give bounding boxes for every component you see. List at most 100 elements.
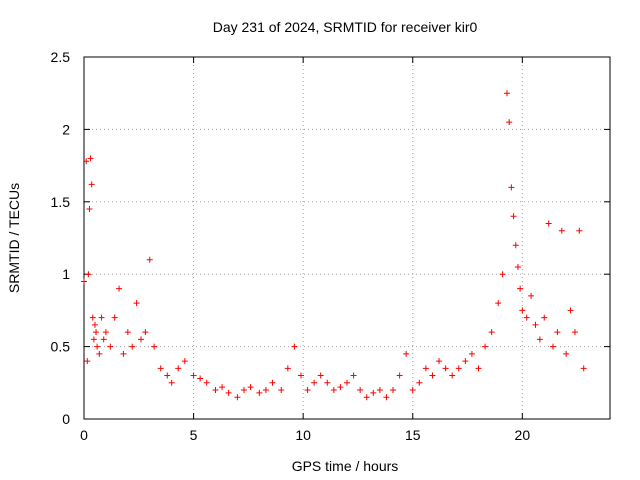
y-tick-label: 2	[62, 121, 70, 137]
data-point	[506, 119, 513, 126]
data-point	[107, 343, 114, 350]
data-point	[324, 379, 331, 386]
data-point	[545, 220, 552, 227]
x-tick-label: 0	[80, 427, 88, 443]
data-point	[85, 271, 92, 278]
data-point	[455, 365, 462, 372]
data-point	[357, 387, 364, 394]
data-point	[219, 384, 226, 391]
y-tick-label: 0.5	[51, 339, 71, 355]
data-point	[129, 343, 136, 350]
data-point	[550, 343, 557, 350]
data-point	[225, 389, 232, 396]
data-point	[580, 365, 587, 372]
data-point	[84, 358, 91, 365]
data-point	[88, 181, 95, 188]
data-point	[297, 372, 304, 379]
data-point	[363, 394, 370, 401]
y-tick-label: 2.5	[51, 49, 71, 65]
data-point	[151, 343, 158, 350]
data-point	[517, 285, 524, 292]
data-point	[495, 300, 502, 307]
data-point	[510, 213, 517, 220]
data-point	[344, 379, 350, 386]
data-point	[554, 329, 561, 336]
data-point	[256, 389, 263, 396]
data-point	[89, 314, 96, 321]
plot-frame	[83, 56, 611, 420]
data-point	[291, 343, 298, 350]
data-point	[376, 387, 383, 394]
data-point	[100, 336, 107, 343]
data-point	[146, 256, 153, 263]
data-point	[133, 300, 140, 307]
data-point	[181, 358, 188, 365]
data-point	[124, 329, 131, 336]
data-point	[396, 372, 403, 379]
chart-title: Day 231 of 2024, SRMTID for receiver kir…	[213, 19, 478, 35]
data-point	[482, 343, 489, 350]
data-point	[503, 90, 510, 97]
data-point	[436, 358, 443, 365]
data-point	[94, 343, 101, 350]
data-point	[475, 365, 482, 372]
x-axis-label: GPS time / hours	[292, 458, 399, 474]
y-tick-label: 1	[62, 266, 70, 282]
data-point	[541, 314, 548, 321]
data-points	[81, 90, 587, 401]
data-point	[311, 379, 318, 386]
data-point	[91, 321, 98, 328]
data-point	[284, 365, 291, 372]
data-point	[422, 365, 429, 372]
data-point	[247, 384, 254, 391]
x-tick-label: 5	[190, 427, 198, 443]
data-point	[383, 394, 390, 401]
data-point	[304, 387, 311, 394]
data-point	[175, 365, 182, 372]
data-point	[350, 372, 357, 379]
data-point	[488, 329, 495, 336]
data-point	[102, 329, 109, 336]
y-tick-label: 0	[62, 411, 70, 427]
grid-lines	[84, 57, 610, 419]
data-point	[86, 206, 93, 213]
data-point	[390, 387, 397, 394]
data-point	[262, 387, 269, 394]
y-axis-label: SRMTID / TECUs	[6, 183, 22, 293]
data-point	[528, 292, 535, 299]
data-point	[157, 365, 164, 372]
data-point	[567, 307, 574, 314]
data-point	[234, 394, 241, 401]
data-point	[240, 387, 247, 394]
data-point	[83, 158, 90, 165]
data-point	[116, 285, 123, 292]
data-point	[278, 387, 285, 394]
data-point	[168, 379, 175, 386]
data-point	[468, 350, 475, 357]
data-point	[330, 387, 337, 394]
data-point	[164, 372, 171, 379]
data-point	[519, 307, 526, 314]
data-point	[142, 329, 149, 336]
data-point	[87, 155, 94, 162]
data-point	[523, 314, 530, 321]
data-point	[499, 271, 506, 278]
data-point	[370, 389, 377, 396]
data-point	[90, 336, 97, 343]
data-point	[337, 384, 344, 391]
y-tick-label: 1.5	[51, 194, 71, 210]
data-point	[442, 365, 449, 372]
data-point	[576, 227, 583, 234]
data-point	[81, 278, 87, 285]
data-point	[416, 379, 423, 386]
data-point	[96, 350, 103, 357]
data-point	[203, 379, 210, 386]
data-point	[409, 387, 416, 394]
data-point	[403, 350, 410, 357]
data-point	[508, 184, 515, 191]
axis-ticks: 0 5 10 15 20 0 0.5 1 1.5 2 2.5	[51, 49, 610, 443]
data-point	[317, 372, 324, 379]
data-point	[449, 372, 456, 379]
x-tick-label: 10	[295, 427, 311, 443]
